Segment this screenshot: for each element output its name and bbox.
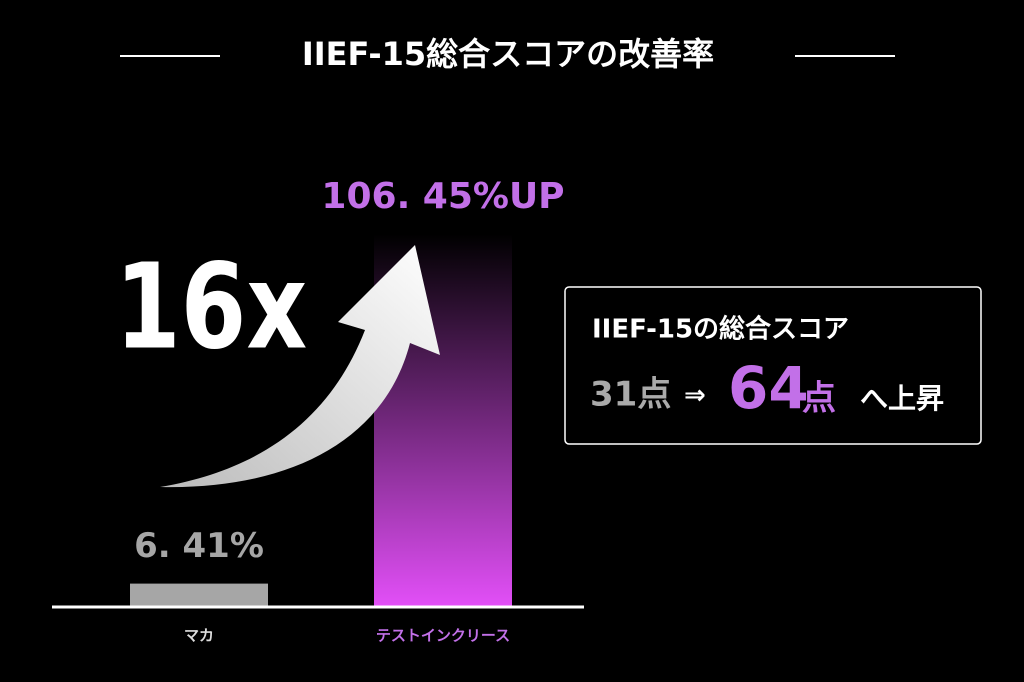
info-heading: IIEF-15の総合スコア — [592, 314, 849, 345]
value-label: 6. 41% — [134, 526, 264, 566]
info-suffix: へ上昇 — [860, 382, 944, 415]
info-to-number: 64 — [728, 354, 809, 422]
info-from: 31点 — [590, 375, 671, 415]
arrow — [160, 245, 440, 488]
info-box — [564, 286, 982, 445]
info-arrow: ⇒ — [684, 381, 706, 411]
plot: 6. 41% マカ 106. 45%UP テストインクリース — [130, 176, 565, 645]
chart-title: IIEF-15総合スコアの改善率 — [302, 35, 714, 73]
x-tick-label: テストインクリース — [376, 627, 510, 645]
x-tick-label: マカ — [184, 627, 214, 645]
annotation: 16x — [115, 239, 307, 376]
value-label: 106. 45%UP — [321, 176, 564, 217]
info-to-unit: 点 — [802, 379, 836, 419]
bar — [130, 583, 268, 606]
